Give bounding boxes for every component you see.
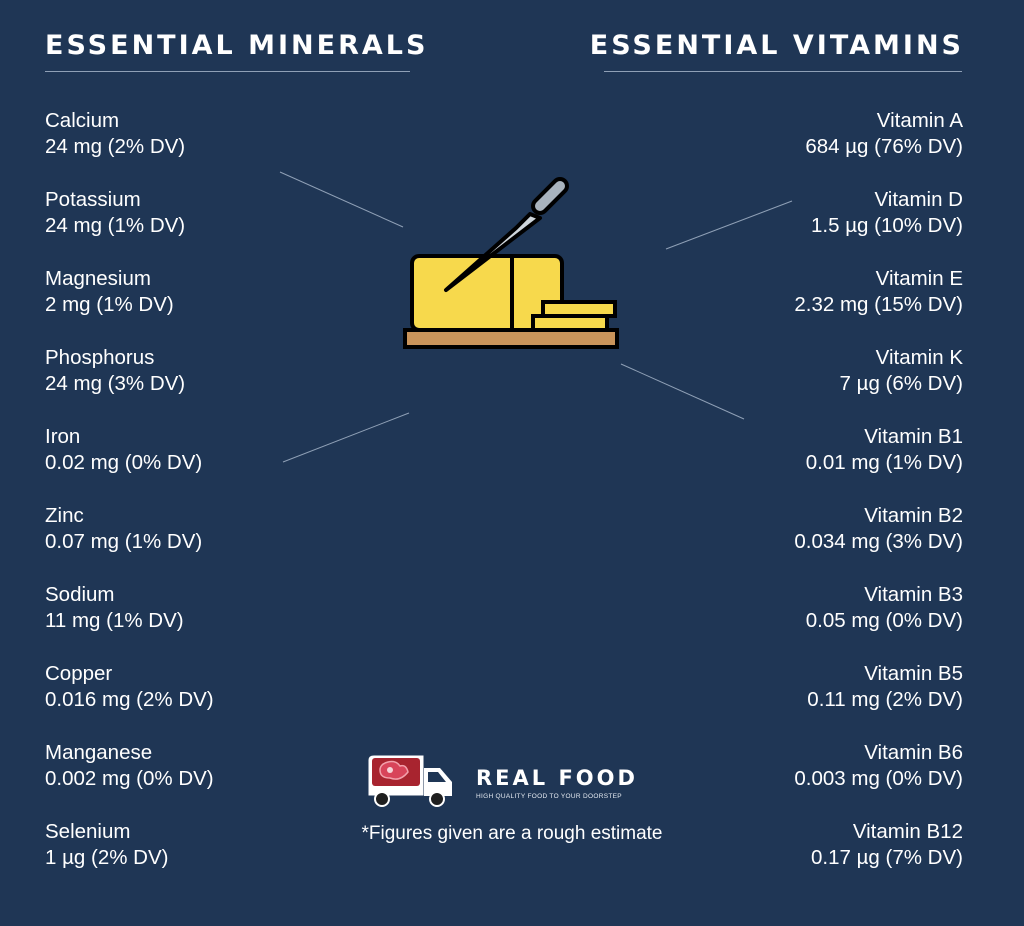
- vitamin-item: Vitamin B6 0.003 mg (0% DV): [794, 740, 963, 819]
- footnote: *Figures given are a rough estimate: [361, 823, 663, 844]
- mineral-item: Copper 0.016 mg (2% DV): [45, 661, 214, 740]
- mineral-item: Manganese 0.002 mg (0% DV): [45, 740, 214, 819]
- vitamin-name: Vitamin B1: [864, 425, 963, 448]
- vitamin-item: Vitamin E 2.32 mg (15% DV): [794, 266, 963, 345]
- vitamin-item: Vitamin B5 0.11 mg (2% DV): [794, 661, 963, 740]
- mineral-value: 0.016 mg (2% DV): [45, 688, 214, 711]
- mineral-name: Copper: [45, 662, 113, 685]
- mineral-item: Magnesium 2 mg (1% DV): [45, 266, 214, 345]
- connector-line: [620, 363, 745, 420]
- vitamin-value: 0.01 mg (1% DV): [805, 451, 963, 474]
- vitamin-value: 0.05 mg (0% DV): [805, 609, 963, 632]
- vitamin-value: 7 µg (6% DV): [839, 372, 963, 395]
- vitamins-list: Vitamin A 684 µg (76% DV) Vitamin D 1.5 µg…: [794, 108, 963, 898]
- vitamin-name: Vitamin E: [875, 267, 963, 290]
- vitamins-divider: [604, 71, 962, 72]
- mineral-name: Potassium: [45, 188, 141, 211]
- vitamin-name: Vitamin B3: [864, 583, 963, 606]
- brand-name: REAL FOOD: [476, 766, 638, 790]
- minerals-divider: [45, 71, 410, 72]
- vitamin-name: Vitamin B5: [864, 662, 963, 685]
- vitamin-value: 0.034 mg (3% DV): [794, 530, 963, 553]
- vitamin-name: Vitamin B12: [852, 820, 963, 843]
- mineral-name: Manganese: [45, 741, 153, 764]
- mineral-name: Phosphorus: [45, 346, 155, 369]
- vitamin-value: 0.003 mg (0% DV): [794, 767, 963, 790]
- mineral-value: 2 mg (1% DV): [45, 293, 174, 316]
- mineral-value: 24 mg (3% DV): [45, 372, 186, 395]
- vitamin-item: Vitamin B1 0.01 mg (1% DV): [794, 424, 963, 503]
- mineral-name: Zinc: [45, 504, 84, 527]
- vitamin-value: 2.32 mg (15% DV): [794, 293, 963, 316]
- minerals-title: ESSENTIAL MINERALS: [45, 30, 429, 61]
- vitamin-name: Vitamin B6: [864, 741, 963, 764]
- vitamin-value: 1.5 µg (10% DV): [811, 214, 963, 237]
- mineral-name: Sodium: [45, 583, 115, 606]
- brand-logo: REAL FOOD HIGH QUALITY FOOD TO YOUR DOOR…: [366, 752, 656, 812]
- butter-knife-icon: [400, 172, 624, 359]
- mineral-value: 0.07 mg (1% DV): [45, 530, 203, 553]
- mineral-name: Selenium: [45, 820, 131, 843]
- mineral-item: Selenium 1 µg (2% DV): [45, 819, 214, 898]
- connector-line: [665, 200, 793, 250]
- vitamin-item: Vitamin B2 0.034 mg (3% DV): [794, 503, 963, 582]
- vitamin-value: 684 µg (76% DV): [805, 135, 963, 158]
- mineral-value: 1 µg (2% DV): [45, 846, 169, 869]
- vitamin-name: Vitamin K: [875, 346, 963, 369]
- mineral-item: Iron 0.02 mg (0% DV): [45, 424, 214, 503]
- vitamins-title: ESSENTIAL VITAMINS: [589, 30, 964, 61]
- brand-tagline: HIGH QUALITY FOOD TO YOUR DOORSTEP: [476, 793, 622, 800]
- vitamin-name: Vitamin D: [874, 188, 964, 211]
- mineral-item: Phosphorus 24 mg (3% DV): [45, 345, 214, 424]
- mineral-item: Zinc 0.07 mg (1% DV): [45, 503, 214, 582]
- vitamin-name: Vitamin A: [876, 109, 963, 132]
- connector-line: [282, 412, 410, 463]
- delivery-truck-icon: [367, 754, 452, 807]
- mineral-value: 24 mg (1% DV): [45, 214, 186, 237]
- vitamin-item: Vitamin B3 0.05 mg (0% DV): [794, 582, 963, 661]
- vitamin-item: Vitamin A 684 µg (76% DV): [794, 108, 963, 187]
- vitamin-item: Vitamin B12 0.17 µg (7% DV): [794, 819, 963, 898]
- mineral-value: 24 mg (2% DV): [45, 135, 186, 158]
- vitamin-item: Vitamin D 1.5 µg (10% DV): [794, 187, 963, 266]
- vitamin-item: Vitamin K 7 µg (6% DV): [794, 345, 963, 424]
- mineral-value: 0.002 mg (0% DV): [45, 767, 214, 790]
- vitamin-value: 0.17 µg (7% DV): [811, 846, 963, 869]
- vitamin-value: 0.11 mg (2% DV): [807, 688, 963, 711]
- mineral-item: Potassium 24 mg (1% DV): [45, 187, 214, 266]
- mineral-name: Magnesium: [45, 267, 151, 290]
- vitamin-name: Vitamin B2: [864, 504, 963, 527]
- mineral-value: 11 mg (1% DV): [45, 609, 184, 632]
- mineral-name: Calcium: [45, 109, 120, 132]
- mineral-item: Sodium 11 mg (1% DV): [45, 582, 214, 661]
- mineral-value: 0.02 mg (0% DV): [45, 451, 203, 474]
- mineral-item: Calcium 24 mg (2% DV): [45, 108, 214, 187]
- minerals-list: Calcium 24 mg (2% DV) Potassium 24 mg (1% …: [45, 108, 214, 898]
- connector-line: [279, 171, 404, 228]
- mineral-name: Iron: [45, 425, 81, 448]
